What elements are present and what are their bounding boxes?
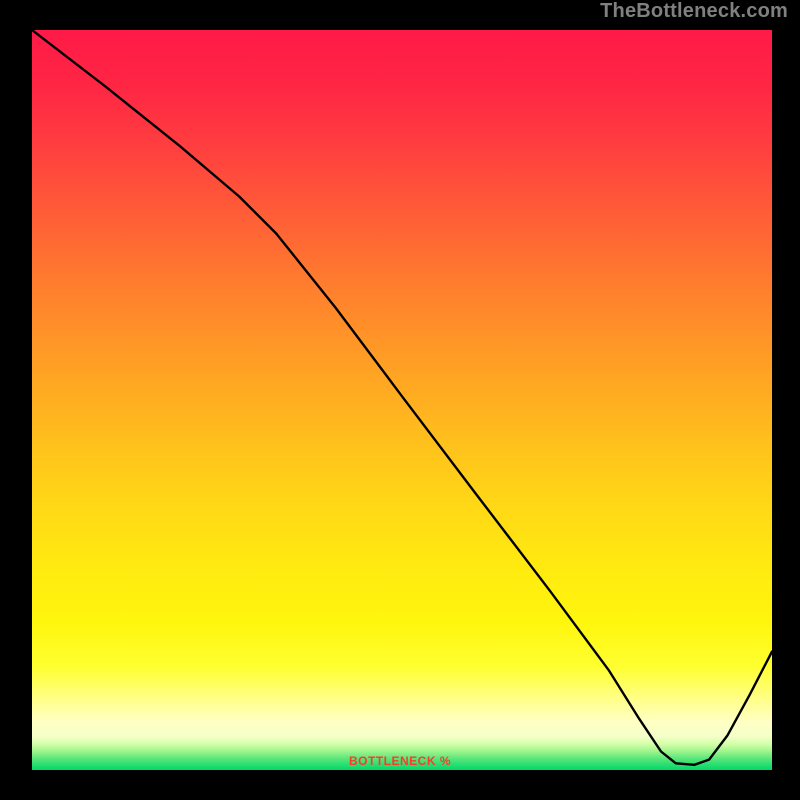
gradient-background	[32, 30, 772, 770]
plot-area	[28, 26, 776, 774]
bottom-axis-label: BOTTLENECK %	[349, 754, 451, 768]
watermark-text: TheBottleneck.com	[600, 0, 788, 23]
chart-frame: TheBottleneck.com BOTTLENECK %	[0, 0, 800, 800]
chart-svg	[32, 30, 772, 770]
